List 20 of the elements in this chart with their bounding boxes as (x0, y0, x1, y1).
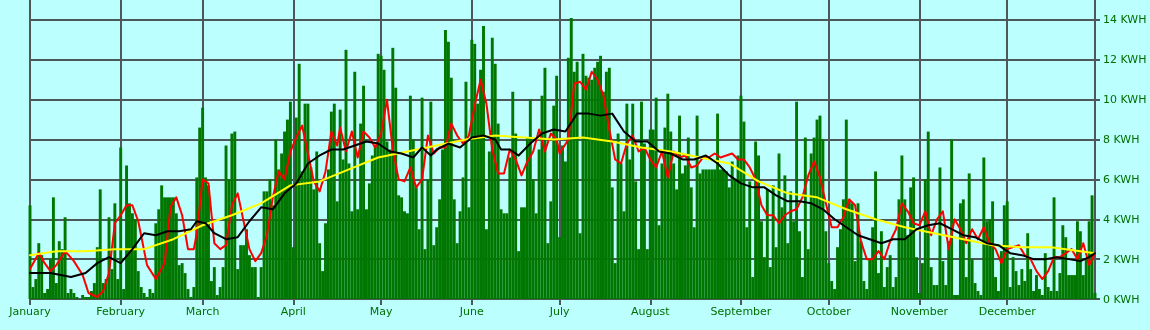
x-tick-label: February (96, 305, 146, 318)
y-tick-label: 8 KWH (1103, 133, 1140, 147)
x-tick-label: November (890, 305, 949, 318)
x-tick-label: May (369, 305, 393, 318)
x-tick-label: September (710, 305, 772, 318)
x-tick-label: April (280, 305, 306, 318)
x-tick-label: July (548, 305, 570, 318)
y-tick-label: 10 KWH (1103, 93, 1147, 107)
y-tick-label: 4 KWH (1103, 212, 1140, 226)
x-tick-label: January (8, 305, 52, 318)
y-tick-label: 2 KWH (1103, 252, 1140, 266)
y-tick-label: 0 KWH (1103, 292, 1140, 306)
x-tick-label: August (631, 305, 671, 318)
y-tick-label: 6 KWH (1103, 172, 1140, 186)
y-tick-label: 14 KWH (1103, 13, 1147, 27)
x-tick-label: December (978, 305, 1037, 318)
x-tick-label: March (185, 305, 220, 318)
x-tick-label: June (458, 305, 484, 318)
y-tick-label: 12 KWH (1103, 53, 1147, 67)
x-tick-label: October (806, 305, 852, 318)
